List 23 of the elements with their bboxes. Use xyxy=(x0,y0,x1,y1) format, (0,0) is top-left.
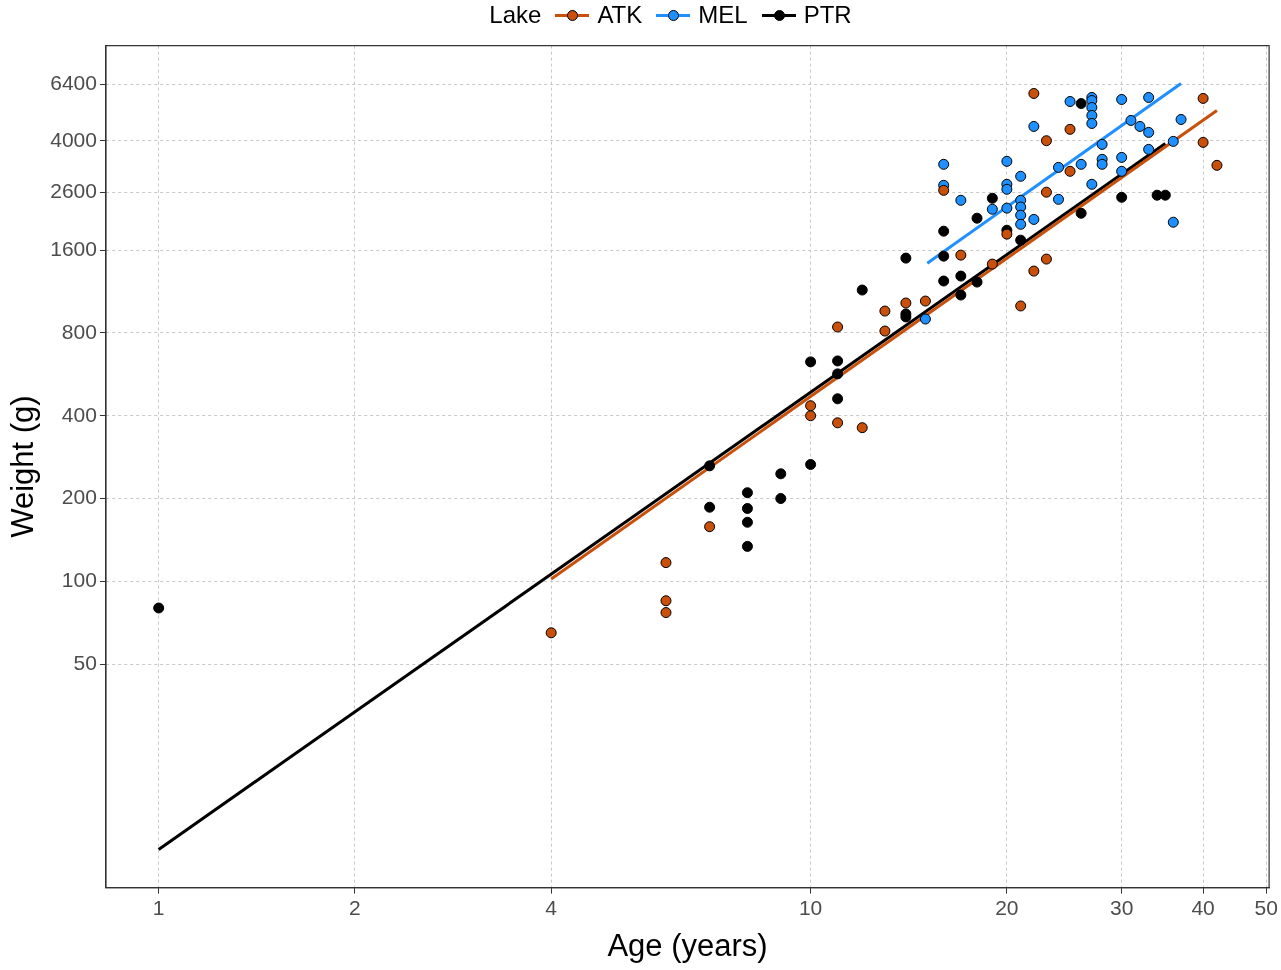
y-tick-label: 4000 xyxy=(50,127,97,151)
x-tick-label: 20 xyxy=(995,896,1019,919)
y-tick-label: 50 xyxy=(73,650,97,674)
y-tick-label: 400 xyxy=(61,402,97,426)
x-axis-title: Age (years) xyxy=(607,927,768,963)
y-tick-label: 1600 xyxy=(50,236,97,260)
y-tick-label: 200 xyxy=(61,485,97,509)
x-tick-label: 4 xyxy=(545,896,558,919)
x-tick-label: 30 xyxy=(1109,896,1134,919)
legend-title: Lake xyxy=(489,1,542,29)
y-tick-label: 6400 xyxy=(50,71,97,95)
y-tick-label: 100 xyxy=(61,568,97,592)
y-tick-label: 800 xyxy=(61,319,97,343)
y-axis-title: Weight (g) xyxy=(5,395,41,538)
x-tick-label: 40 xyxy=(1191,896,1215,919)
legend-label: PTR xyxy=(803,1,852,29)
legend-label: MEL xyxy=(698,1,748,29)
legend-label: ATK xyxy=(597,1,643,29)
y-tick-label: 2600 xyxy=(50,178,97,202)
x-tick-label: 1 xyxy=(152,896,165,919)
x-tick-label: 2 xyxy=(349,896,361,919)
x-tick-label: 10 xyxy=(798,896,823,919)
x-tick-label: 50 xyxy=(1254,896,1278,919)
